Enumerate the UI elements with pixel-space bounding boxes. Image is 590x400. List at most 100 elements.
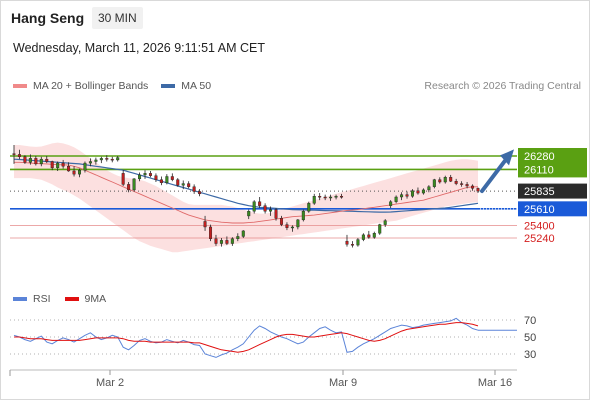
- legend-label-rsi: RSI: [33, 293, 51, 305]
- candle-body: [116, 157, 120, 161]
- candle-body: [279, 218, 283, 225]
- legend-label-ma20: MA 20 + Bollinger Bands: [33, 80, 149, 92]
- candle-body: [318, 196, 322, 198]
- rsi-tick-label: 70: [524, 315, 536, 327]
- candle-body: [290, 226, 294, 229]
- candle-body: [138, 174, 142, 180]
- candle-body: [132, 178, 136, 191]
- timeframe-badge[interactable]: 30 MIN: [92, 7, 143, 29]
- candle-body: [258, 201, 262, 206]
- candle-body: [105, 158, 109, 160]
- candle-body: [159, 179, 163, 184]
- candle-body: [367, 234, 371, 238]
- candle-body: [176, 179, 180, 186]
- candle-body: [307, 203, 311, 212]
- chart-header: Hang Seng 30 MIN: [0, 0, 590, 36]
- candle-body: [203, 221, 207, 228]
- price-label-pivot: 25610: [524, 204, 555, 216]
- current-price-label-bg: [518, 183, 587, 199]
- candle-body: [263, 205, 267, 212]
- candle-body: [127, 184, 131, 191]
- candle-body: [432, 179, 436, 187]
- copyright-text: Research © 2026 Trading Central: [424, 80, 581, 92]
- candle-body: [285, 224, 289, 228]
- candle-body: [241, 230, 245, 237]
- candle-body: [361, 234, 365, 240]
- candle-body: [187, 183, 191, 187]
- price-label-resistance: 26110: [524, 164, 554, 176]
- candle-body: [165, 176, 169, 184]
- candle-body: [12, 153, 16, 155]
- candle-body: [236, 236, 240, 239]
- legend-label-9ma: 9MA: [84, 293, 107, 305]
- candle-body: [356, 239, 360, 246]
- candle-body: [83, 162, 87, 171]
- candle-body: [269, 209, 273, 212]
- candle-body: [252, 201, 256, 212]
- candle-body: [34, 158, 38, 165]
- candle-body: [78, 169, 82, 175]
- candle-body: [465, 184, 469, 187]
- candle-body: [72, 170, 76, 175]
- candle-body: [394, 196, 398, 202]
- candle-body: [192, 186, 196, 192]
- candle-body: [454, 181, 458, 184]
- candle-body: [350, 244, 354, 246]
- candle-body: [372, 233, 376, 238]
- candle-body: [296, 219, 300, 228]
- legend-swatch-9ma: [64, 297, 79, 301]
- candle-body: [110, 158, 114, 161]
- candle-body: [389, 201, 393, 206]
- candle-body: [121, 173, 125, 185]
- candle-body: [438, 179, 442, 183]
- rsi-tick-label: 50: [524, 332, 536, 344]
- candle-body: [154, 175, 158, 180]
- candle-body: [421, 189, 425, 194]
- candle-body: [400, 194, 404, 198]
- candle-body: [214, 238, 218, 244]
- candle-body: [460, 183, 464, 185]
- candle-body: [39, 158, 43, 165]
- candle-body: [301, 210, 305, 221]
- chart-datetime: Wednesday, March 11, 2026 9:11:51 AM CET: [13, 41, 265, 55]
- candle-body: [471, 185, 475, 189]
- candle-body: [61, 162, 65, 167]
- candle-body: [23, 156, 27, 163]
- legend-label-ma50: MA 50: [181, 80, 212, 92]
- instrument-title: Hang Seng: [11, 10, 85, 26]
- price-label-resistance: 26280: [524, 151, 555, 163]
- pivot-label-bg: [518, 201, 587, 217]
- rsi-legend: RSI 9MA: [13, 293, 106, 305]
- x-tick-label: Mar 9: [329, 377, 357, 389]
- bollinger-band-fill: [14, 142, 478, 253]
- candle-body: [312, 196, 316, 204]
- candle-body: [247, 210, 251, 217]
- candle-body: [198, 191, 202, 195]
- rsi-tick-label: 30: [524, 349, 536, 361]
- candle-body: [28, 158, 32, 163]
- candle-body: [334, 196, 338, 198]
- candle-body: [148, 173, 152, 176]
- candle-body: [225, 240, 229, 244]
- main-legend: MA 20 + Bollinger Bands MA 50: [13, 80, 211, 92]
- price-label-support: 25400: [524, 220, 555, 232]
- candle-body: [427, 186, 431, 191]
- candle-body: [219, 240, 223, 244]
- candle-body: [181, 183, 185, 186]
- price-label-current: 25835: [524, 186, 555, 198]
- legend-swatch-ma50: [161, 84, 176, 88]
- candle-body: [56, 162, 60, 169]
- candle-body: [323, 196, 327, 199]
- candle-body: [67, 166, 71, 172]
- legend-swatch-rsi: [13, 297, 27, 301]
- price-label-support: 25240: [524, 233, 555, 245]
- candle-body: [143, 173, 147, 176]
- rsi-9ma-line: [14, 322, 479, 353]
- candle-body: [209, 226, 213, 239]
- candle-body: [17, 154, 21, 157]
- candle-body: [383, 220, 387, 225]
- candle-body: [378, 224, 382, 234]
- candle-body: [170, 176, 174, 180]
- candle-body: [274, 209, 278, 219]
